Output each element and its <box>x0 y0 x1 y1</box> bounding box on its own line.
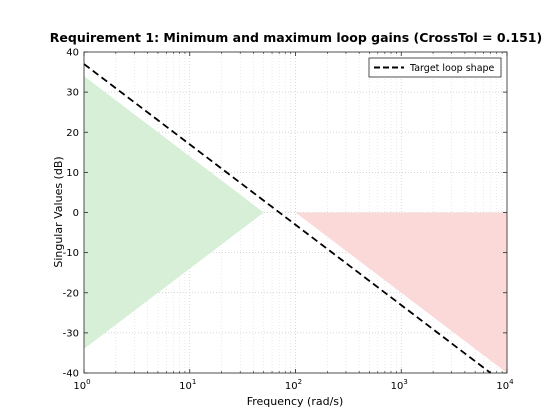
legend-box <box>368 57 502 78</box>
x-tick-label: 100 <box>73 378 90 392</box>
y-tick-label: 30 <box>66 88 79 99</box>
y-tick-label: 10 <box>66 168 79 179</box>
region-layer <box>84 76 507 373</box>
x-tick-label: 101 <box>179 378 196 392</box>
x-tick-label: 103 <box>391 378 408 392</box>
y-tick-labels: -40 -30 -20 -10 0 10 20 30 40 <box>63 48 79 380</box>
legend: Target loop shape <box>368 57 502 78</box>
series-line-target-loop-shape <box>83 63 492 374</box>
y-tick-label: 0 <box>73 208 79 219</box>
y-tick-label: -20 <box>63 288 79 299</box>
max-gain-region <box>295 212 507 373</box>
legend-entry-target-loop-shape: Target loop shape <box>409 63 495 74</box>
y-axis-label: Singular Values (dB) <box>52 156 65 267</box>
chart-title: Requirement 1: Minimum and maximum loop … <box>50 30 542 45</box>
x-tick-label: 102 <box>285 378 302 392</box>
tick-layer <box>83 51 508 374</box>
y-tick-label: -10 <box>63 248 79 259</box>
plot-area <box>83 51 508 374</box>
x-axis-label: Frequency (rad/s) <box>247 395 344 408</box>
min-gain-region <box>84 76 264 349</box>
y-tick-label: 20 <box>66 128 79 139</box>
series-layer <box>83 63 492 374</box>
x-tick-label: 104 <box>496 378 514 392</box>
x-tick-labels: 100 101 102 103 104 <box>73 378 514 392</box>
y-tick-label: -40 <box>63 369 79 380</box>
y-tick-label: 40 <box>66 48 79 59</box>
y-tick-label: -30 <box>63 328 79 339</box>
